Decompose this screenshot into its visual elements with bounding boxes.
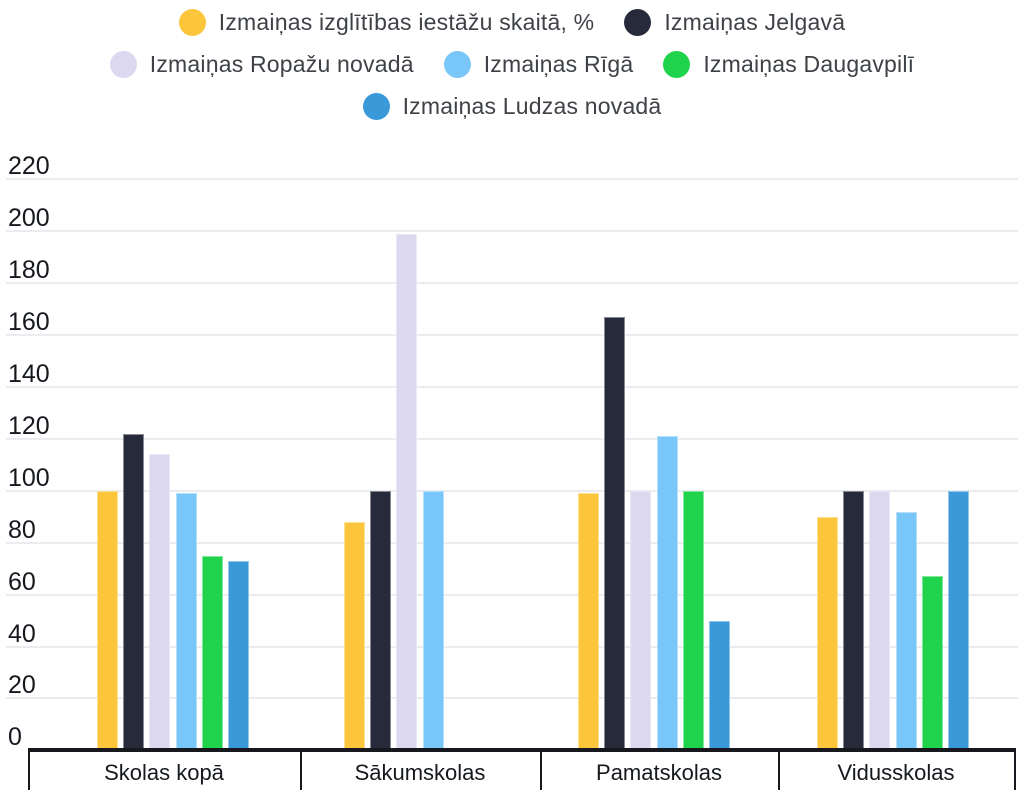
- gridline-80: [6, 541, 1018, 544]
- x-axis-separator: [1014, 748, 1016, 790]
- legend-item-series-1[interactable]: Izmaiņas izglītības iestāžu skaitā, %: [178, 8, 595, 36]
- bar-3-skolas-kopā[interactable]: [149, 454, 171, 748]
- bar-2-pamatskolas[interactable]: [604, 316, 626, 748]
- bar-1-skolas-kopā[interactable]: [97, 490, 118, 748]
- legend-item-series-2[interactable]: Izmaiņas Jelgavā: [624, 8, 846, 36]
- y-axis-tick-label: 60: [8, 567, 36, 596]
- x-category-label-1: Skolas kopā: [104, 760, 224, 785]
- bar-3-pamatskolas[interactable]: [630, 490, 652, 748]
- gridline-120: [6, 437, 1018, 440]
- bar-4-sākumskolas[interactable]: [422, 490, 444, 748]
- legend-swatch-icon: [663, 50, 691, 78]
- gridline-140: [6, 385, 1018, 388]
- legend-item-series-4[interactable]: Izmaiņas Rīgā: [443, 50, 634, 78]
- legend-swatch-icon: [178, 8, 206, 36]
- gridline-220: [6, 178, 1018, 181]
- y-axis-tick-label: 20: [8, 671, 36, 700]
- bar-6-skolas-kopā[interactable]: [228, 560, 249, 748]
- gridline-200: [6, 230, 1018, 232]
- legend-row: Izmaiņas izglītības iestāžu skaitā, % Izm…: [178, 4, 846, 40]
- gridline-100: [6, 489, 1018, 492]
- gridline-60: [6, 593, 1018, 596]
- bar-5-vidusskolas[interactable]: [921, 576, 943, 748]
- legend-label: Izmaiņas Jelgavā: [664, 8, 846, 35]
- x-category-label-2: Sākumskolas: [354, 760, 486, 785]
- y-axis-tick-label: 80: [8, 515, 36, 544]
- legend-swatch-icon: [362, 92, 390, 120]
- y-axis-tick-label: 220: [8, 152, 50, 181]
- legend-label: Izmaiņas Ropažu novadā: [149, 50, 414, 77]
- x-axis-line: [28, 748, 1016, 752]
- bar-2-skolas-kopā[interactable]: [123, 433, 145, 748]
- legend-label: Izmaiņas izglītības iestāžu skaitā, %: [218, 8, 595, 35]
- bar-1-pamatskolas[interactable]: [578, 493, 599, 748]
- bar-3-vidusskolas[interactable]: [869, 490, 891, 748]
- legend-item-series-3[interactable]: Izmaiņas Ropažu novadā: [109, 50, 414, 78]
- gridline-180: [6, 281, 1018, 284]
- gridline-40: [6, 645, 1018, 648]
- legend-row: Izmaiņas Ludzas novadā: [362, 88, 662, 124]
- bar-2-vidusskolas[interactable]: [843, 490, 865, 748]
- x-category-label-3: Pamatskolas: [596, 760, 722, 785]
- bar-2-sākumskolas[interactable]: [370, 490, 392, 748]
- bar-5-skolas-kopā[interactable]: [201, 555, 223, 748]
- y-axis-tick-label: 40: [8, 619, 36, 648]
- legend-item-series-6[interactable]: Izmaiņas Ludzas novadā: [362, 92, 662, 120]
- bar-1-sākumskolas[interactable]: [344, 521, 365, 748]
- bar-6-vidusskolas[interactable]: [948, 490, 969, 748]
- legend-label: Izmaiņas Ludzas novadā: [402, 92, 662, 119]
- bar-5-pamatskolas[interactable]: [682, 490, 704, 748]
- x-axis-separator: [300, 748, 302, 790]
- bar-4-vidusskolas[interactable]: [895, 511, 917, 748]
- bar-6-pamatskolas[interactable]: [709, 620, 730, 748]
- y-axis-tick-label: 200: [8, 204, 50, 232]
- y-axis-tick-label: 180: [8, 255, 50, 284]
- bar-4-skolas-kopā[interactable]: [175, 493, 197, 748]
- legend-label: Izmaiņas Daugavpilī: [703, 50, 915, 77]
- y-axis-tick-label: 0: [8, 723, 22, 752]
- y-axis-tick-label: 160: [8, 307, 50, 336]
- gridline-160: [6, 333, 1018, 336]
- x-axis-separator: [540, 748, 542, 790]
- legend-label: Izmaiņas Rīgā: [483, 50, 634, 77]
- bar-3-sākumskolas[interactable]: [396, 233, 418, 748]
- y-axis-tick-label: 120: [8, 411, 50, 440]
- x-category-label-4: Vidusskolas: [837, 760, 955, 785]
- bar-4-pamatskolas[interactable]: [656, 436, 678, 748]
- legend-item-series-5[interactable]: Izmaiņas Daugavpilī: [663, 50, 915, 78]
- legend-row: Izmaiņas Ropažu novadā Izmaiņas Rīgā Izmai…: [109, 46, 915, 82]
- legend-swatch-icon: [109, 50, 137, 78]
- chart-legend: Izmaiņas izglītības iestāžu skaitā, % Izm…: [0, 4, 1024, 130]
- y-axis-tick-label: 140: [8, 359, 50, 388]
- legend-swatch-icon: [443, 50, 471, 78]
- legend-swatch-icon: [624, 8, 652, 36]
- gridline-20: [6, 697, 1018, 700]
- x-axis-separator: [778, 748, 780, 790]
- bar-1-vidusskolas[interactable]: [817, 516, 838, 748]
- y-axis-tick-label: 100: [8, 463, 50, 492]
- x-axis-separator: [28, 748, 30, 790]
